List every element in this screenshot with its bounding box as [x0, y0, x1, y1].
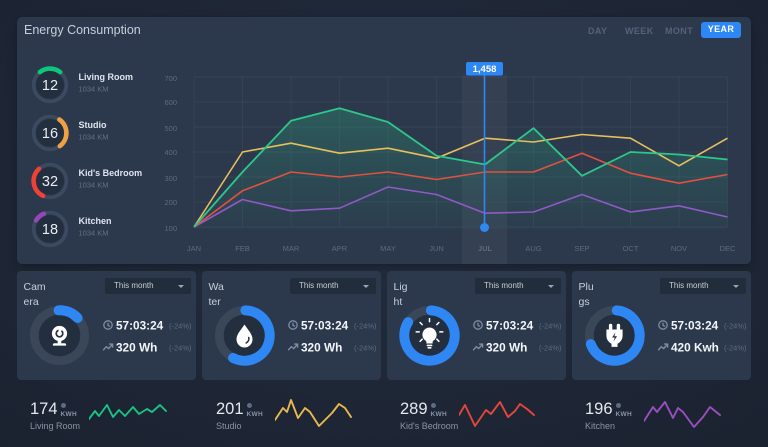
svg-text:MAY: MAY — [380, 244, 396, 253]
svg-text:320 Wh: 320 Wh — [116, 341, 157, 355]
svg-text:SEP: SEP — [574, 244, 589, 253]
svg-text:700: 700 — [164, 74, 177, 83]
svg-text:32: 32 — [42, 174, 58, 190]
svg-text:420 Kwh: 420 Kwh — [671, 341, 719, 355]
svg-text:18: 18 — [42, 222, 58, 238]
svg-text:16: 16 — [42, 126, 58, 142]
svg-text:57:03:24: 57:03:24 — [486, 319, 534, 333]
svg-text:300: 300 — [164, 174, 177, 183]
svg-text:(-24%): (-24%) — [169, 322, 192, 331]
svg-text:500: 500 — [164, 124, 177, 133]
svg-text:Kitchen: Kitchen — [79, 216, 112, 226]
svg-text:57:03:24: 57:03:24 — [301, 319, 349, 333]
svg-text:JUL: JUL — [478, 244, 493, 253]
svg-text:12: 12 — [42, 78, 58, 94]
svg-text:AUG: AUG — [525, 244, 541, 253]
svg-text:JUN: JUN — [429, 244, 444, 253]
svg-text:1,458: 1,458 — [473, 64, 497, 75]
svg-text:NOV: NOV — [671, 244, 687, 253]
svg-text:OCT: OCT — [623, 244, 639, 253]
svg-text:400: 400 — [164, 148, 177, 157]
svg-text:320 Wh: 320 Wh — [486, 341, 527, 355]
svg-text:DEC: DEC — [720, 244, 736, 253]
svg-text:FEB: FEB — [235, 244, 250, 253]
svg-text:APR: APR — [332, 244, 348, 253]
svg-text:Kid's Bedroom: Kid's Bedroom — [79, 168, 143, 178]
svg-text:Living Room: Living Room — [79, 72, 134, 82]
svg-text:(-24%): (-24%) — [539, 322, 562, 331]
svg-text:1034 KM: 1034 KM — [79, 229, 109, 238]
svg-text:MAR: MAR — [283, 244, 300, 253]
svg-text:(-24%): (-24%) — [724, 344, 747, 353]
svg-text:JAN: JAN — [187, 244, 201, 253]
svg-text:100: 100 — [164, 224, 177, 233]
svg-text:1034 KM: 1034 KM — [79, 181, 109, 190]
svg-text:(-24%): (-24%) — [169, 344, 192, 353]
svg-text:200: 200 — [164, 198, 177, 207]
svg-text:1034 KM: 1034 KM — [79, 85, 109, 94]
svg-text:(-24%): (-24%) — [354, 344, 377, 353]
svg-text:(-24%): (-24%) — [724, 322, 747, 331]
svg-text:(-24%): (-24%) — [354, 322, 377, 331]
svg-text:1034 KM: 1034 KM — [79, 133, 109, 142]
svg-text:320 Wh: 320 Wh — [301, 341, 342, 355]
svg-text:(-24%): (-24%) — [539, 344, 562, 353]
svg-text:57:03:24: 57:03:24 — [116, 319, 164, 333]
svg-text:Studio: Studio — [79, 120, 107, 130]
svg-text:600: 600 — [164, 98, 177, 107]
svg-text:57:03:24: 57:03:24 — [671, 319, 719, 333]
